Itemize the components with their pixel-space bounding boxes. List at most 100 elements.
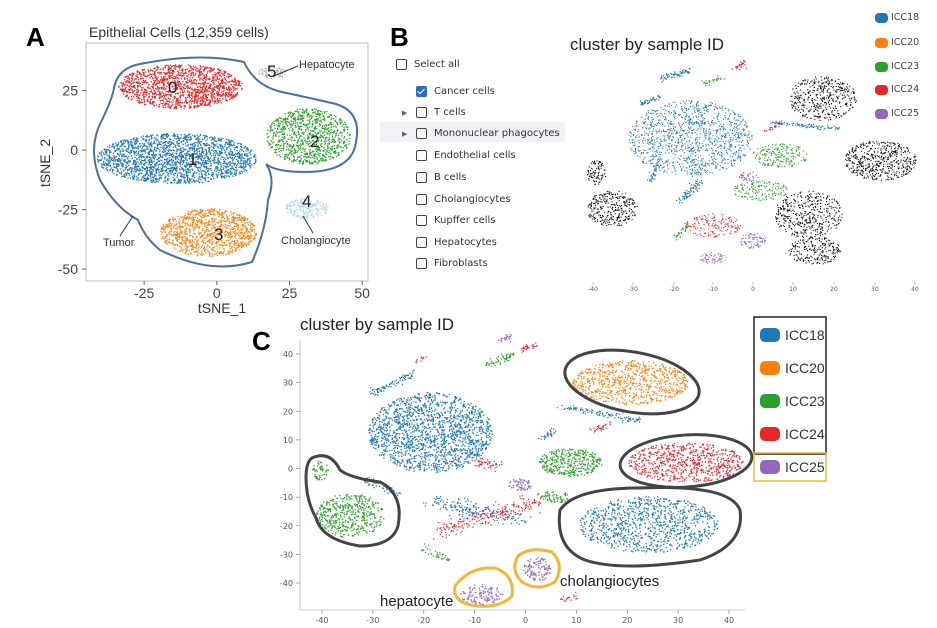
cluster-0-point	[134, 87, 136, 89]
cluster-1-point	[148, 162, 151, 164]
cluster-1-point	[97, 161, 99, 163]
cluster-0-point	[168, 67, 171, 69]
cluster-3-point	[203, 230, 205, 232]
cluster-1-point	[197, 136, 199, 139]
cluster-1-point	[160, 138, 162, 140]
cluster-0-point	[216, 72, 218, 74]
cluster-0-point	[144, 80, 147, 82]
cluster-1-point	[199, 167, 202, 169]
cluster-0-point	[217, 81, 220, 83]
cluster-1-point	[209, 160, 211, 162]
cluster-1-point	[167, 150, 170, 153]
cluster-3-point	[164, 236, 166, 238]
cluster-2-point	[296, 158, 298, 161]
cluster-1-point	[140, 159, 143, 161]
cluster-0-point	[128, 77, 130, 79]
cluster-0-point	[241, 87, 243, 90]
cluster-0-point	[224, 95, 227, 97]
cluster-0-point	[187, 70, 190, 73]
cluster-2-point	[341, 135, 343, 137]
cluster-0-point	[196, 89, 198, 91]
cluster-3-point	[190, 217, 192, 220]
cluster-3-point	[229, 222, 231, 224]
cluster-1-point	[233, 142, 235, 144]
cluster-1-point	[175, 145, 177, 147]
cluster-2-point	[291, 130, 293, 132]
cluster-0-point	[188, 80, 190, 82]
cluster-0-point	[123, 79, 125, 81]
cluster-1-point	[234, 163, 236, 165]
cluster-1-point	[109, 165, 111, 167]
cluster-1-point	[215, 173, 217, 175]
cluster-2-point	[320, 134, 323, 137]
cluster-2-point	[274, 148, 276, 151]
cluster-1-point	[155, 171, 157, 174]
cluster-1-point	[207, 158, 209, 160]
cluster-0-point	[136, 71, 138, 73]
cluster-3-point	[205, 210, 207, 212]
cluster-1-point	[182, 170, 185, 172]
cluster-2-point	[329, 122, 331, 124]
cluster-1-point	[235, 153, 237, 155]
cluster-3-point	[235, 250, 237, 252]
cluster-1-point	[195, 141, 197, 144]
cluster-1-point	[235, 155, 237, 157]
cluster-0-point	[217, 68, 219, 70]
cluster-0-point	[213, 96, 215, 99]
cluster-0-point	[180, 78, 182, 80]
cluster-1-point	[250, 153, 252, 155]
cluster-1-point	[162, 151, 165, 153]
cluster-0-point	[214, 89, 216, 91]
cluster-1-point	[132, 146, 134, 148]
cluster-0-point	[161, 81, 163, 84]
cluster-0-point	[238, 83, 240, 85]
cluster-0-point	[223, 87, 225, 89]
cluster-1-point	[207, 170, 209, 173]
cluster-1-point	[203, 150, 205, 152]
cluster-1-point	[173, 175, 175, 177]
cluster-1-point	[208, 168, 210, 170]
cluster-0-point	[234, 87, 237, 90]
cluster-2-point	[323, 118, 325, 120]
cluster-1-point	[137, 169, 139, 172]
cluster-1-point	[176, 148, 178, 150]
cluster-1-point	[151, 181, 153, 183]
cluster-2-point	[302, 142, 304, 144]
cluster-0-point	[143, 69, 145, 71]
cluster-2-point	[293, 156, 295, 158]
cluster-0-point	[230, 80, 232, 82]
cluster-2-point	[331, 131, 333, 133]
cluster-1-point	[220, 144, 222, 146]
cluster-0-point	[177, 97, 179, 100]
cluster-0-point	[173, 82, 175, 84]
cluster-0-point	[166, 85, 168, 87]
cluster-0-point	[198, 89, 200, 91]
cluster-2-point	[326, 125, 328, 127]
cluster-0-point	[173, 76, 175, 78]
cluster-2-point	[289, 145, 292, 148]
cluster-1-point	[243, 147, 245, 149]
cluster-1-point	[189, 169, 191, 171]
cluster-1-point	[175, 146, 177, 148]
cluster-0-point	[193, 82, 195, 84]
cluster-2-point	[286, 124, 289, 126]
cluster-1-point	[150, 135, 153, 137]
cluster-0-point	[160, 68, 162, 70]
cluster-1-point	[172, 179, 175, 182]
cluster-1-point	[135, 142, 137, 144]
cluster-0-point	[219, 82, 222, 84]
cluster-0-point	[164, 80, 166, 82]
cluster-0-point	[216, 102, 218, 104]
cluster-0-point	[203, 70, 205, 72]
cluster-0-point	[185, 100, 187, 102]
cluster-2-point	[274, 152, 276, 154]
cluster-1-point	[123, 159, 126, 161]
cluster-3-point	[210, 253, 212, 255]
cluster-1-point	[163, 181, 165, 183]
cluster-1-point	[180, 140, 183, 143]
cluster-1-point	[143, 174, 145, 177]
cluster-1-point	[188, 135, 190, 137]
cluster-2-point	[300, 144, 302, 146]
cluster-1-point	[173, 182, 176, 184]
cluster-1-point	[217, 163, 219, 166]
